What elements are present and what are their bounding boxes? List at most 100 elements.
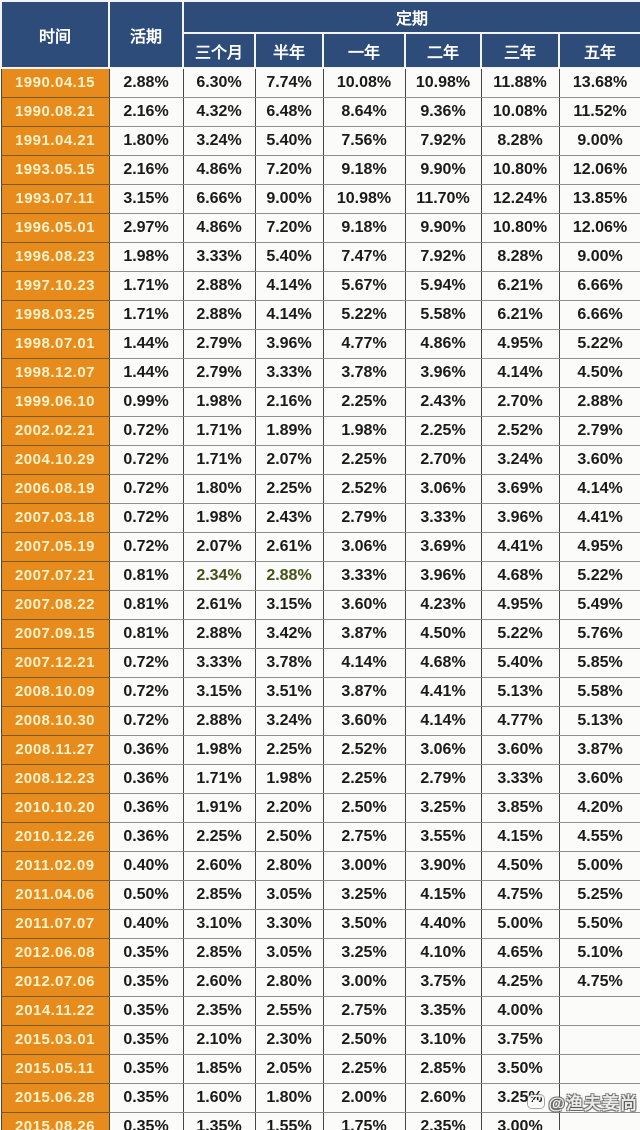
rate-cell: 10.08% [322,67,406,98]
table-row: 2011.02.09 0.40% 2.60% 2.80% 3.00% 3.90% 4.50%… [0,850,640,881]
rate-cell: 0.81% [108,618,184,649]
rate-cell: 1.98% [108,241,184,272]
table-body: 1990.04.15 2.88% 6.30% 7.74% 10.08% 10.98% 11.… [0,67,640,1130]
rate-cell: 6.66% [182,183,256,214]
table-row: 1991.04.21 1.80% 3.24% 5.40% 7.56% 7.92% 8.28%… [0,125,640,156]
rate-cell: 4.75% [480,879,560,910]
rate-cell: 4.95% [558,531,640,562]
date-cell: 2011.07.07 [0,908,110,939]
date-cell: 2007.05.19 [0,531,110,562]
rate-cell: 5.58% [558,676,640,707]
date-cell: 2015.08.26 [0,1111,110,1130]
rate-cell: 4.15% [404,879,482,910]
table-row: 1990.08.21 2.16% 4.32% 6.48% 8.64% 9.36% 10.08… [0,96,640,127]
table-row: 2012.07.06 0.35% 2.60% 2.80% 3.00% 3.75% 4.25%… [0,966,640,997]
rate-cell: 3.60% [322,705,406,736]
rate-cell: 3.33% [254,357,324,388]
rate-cell: 4.75% [558,966,640,997]
rate-cell: 3.33% [322,560,406,591]
table-row: 1993.05.15 2.16% 4.86% 7.20% 9.18% 9.90% 10.80… [0,154,640,185]
rate-cell: 3.15% [182,676,256,707]
rate-cell: 7.92% [404,125,482,156]
table-row: 2014.11.22 0.35% 2.35% 2.55% 2.75% 3.35% 4.00% [0,995,640,1026]
rate-cell: 2.97% [108,212,184,243]
rate-cell: 9.36% [404,96,482,127]
date-cell: 1996.08.23 [0,241,110,272]
rate-cell: 0.36% [108,734,184,765]
rate-cell: 2.07% [254,444,324,475]
rate-cell: 3.33% [404,502,482,533]
rate-cell: 4.32% [182,96,256,127]
rate-cell: 7.20% [254,154,324,185]
rate-cell: 3.06% [404,734,482,765]
rate-cell: 3.10% [182,908,256,939]
column-header-2-year: 二年 [404,32,482,69]
table-row: 1998.12.07 1.44% 2.79% 3.33% 3.78% 3.96% 4.14%… [0,357,640,388]
rate-cell: 3.78% [254,647,324,678]
rate-cell: 2.16% [108,96,184,127]
rate-cell: 1.71% [182,415,256,446]
rate-cell: 2.60% [182,966,256,997]
rate-cell: 3.00% [480,1111,560,1130]
rate-cell: 3.96% [480,502,560,533]
rate-cell: 3.06% [404,473,482,504]
date-cell: 2011.04.06 [0,879,110,910]
rate-cell: 3.25% [322,879,406,910]
table-row: 2011.07.07 0.40% 3.10% 3.30% 3.50% 4.40% 5.00%… [0,908,640,939]
date-cell: 1997.10.23 [0,270,110,301]
rate-cell: 2.55% [254,995,324,1026]
rate-cell: 5.67% [322,270,406,301]
rate-cell: 9.18% [322,212,406,243]
rate-cell: 2.88% [182,270,256,301]
rate-cell: 0.35% [108,966,184,997]
rate-cell: 5.50% [558,908,640,939]
rate-cell: 2.52% [480,415,560,446]
rate-cell: 0.35% [108,995,184,1026]
rate-cell: 3.25% [322,937,406,968]
rate-cell: 4.86% [404,328,482,359]
rate-cell: 2.80% [254,966,324,997]
rate-cell: 2.05% [254,1053,324,1084]
date-cell: 2012.07.06 [0,966,110,997]
rate-cell: 2.60% [404,1082,482,1113]
table-row: 2015.06.28 0.35% 1.60% 1.80% 2.00% 2.60% 3.25% [0,1082,640,1113]
date-cell: 2008.10.09 [0,676,110,707]
rate-cell: 5.13% [558,705,640,736]
column-header-3-month: 三个月 [182,32,256,69]
rate-cell: 2.07% [182,531,256,562]
column-header-fixed-term-group: 定期 [181,0,640,34]
date-cell: 2004.10.29 [0,444,110,475]
table-row: 2015.05.11 0.35% 1.85% 2.05% 2.25% 2.85% 3.50% [0,1053,640,1084]
rate-cell: 2.79% [404,763,482,794]
rate-cell: 1.91% [182,792,256,823]
rate-cell: 4.41% [404,676,482,707]
rate-cell: 5.00% [480,908,560,939]
rate-cell: 2.35% [182,995,256,1026]
rate-cell: 5.10% [558,937,640,968]
rate-cell: 10.98% [322,183,406,214]
rate-cell: 3.60% [322,589,406,620]
rate-cell: 3.96% [254,328,324,359]
date-cell: 1993.07.11 [0,183,110,214]
rate-cell: 13.85% [558,183,640,214]
rate-cell: 2.35% [404,1111,482,1130]
rate-cell: 3.87% [322,618,406,649]
rate-cell: 2.50% [254,821,324,852]
rate-cell: 2.25% [254,473,324,504]
rate-cell: 1.80% [108,125,184,156]
rate-cell: 11.70% [404,183,482,214]
rate-cell: 1.55% [254,1111,324,1130]
rate-cell: 9.00% [558,241,640,272]
rate-cell: 2.61% [182,589,256,620]
rate-cell: 9.90% [404,154,482,185]
table-row: 1993.07.11 3.15% 6.66% 9.00% 10.98% 11.70% 12.… [0,183,640,214]
table-row: 1997.10.23 1.71% 2.88% 4.14% 5.67% 5.94% 6.21%… [0,270,640,301]
rate-cell: 0.72% [108,473,184,504]
table-row: 1998.07.01 1.44% 2.79% 3.96% 4.77% 4.86% 4.95%… [0,328,640,359]
rate-cell: 7.74% [254,67,324,98]
rate-cell: 3.25% [480,1082,560,1113]
table-row: 2015.03.01 0.35% 2.10% 2.30% 2.50% 3.10% 3.75% [0,1024,640,1055]
rate-cell: 4.25% [480,966,560,997]
rate-cell: 4.77% [480,705,560,736]
date-cell: 2015.06.28 [0,1082,110,1113]
